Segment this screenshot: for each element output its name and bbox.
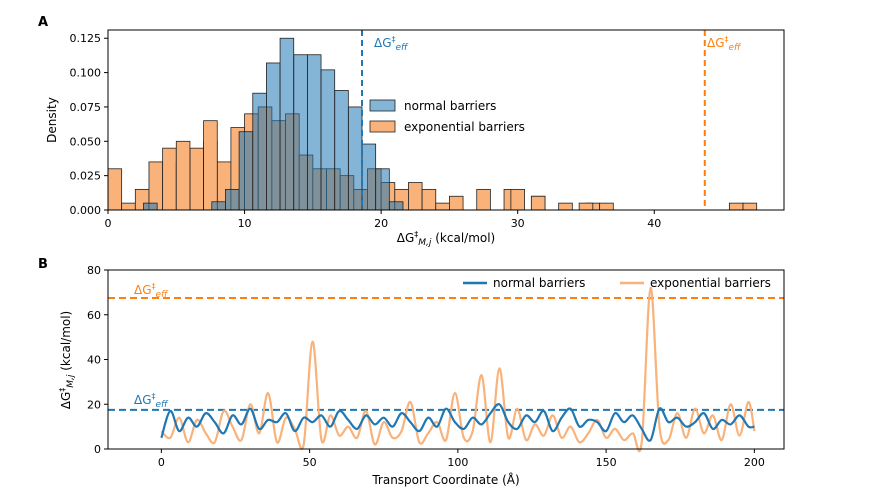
legend-b: normal barriers exponential barriers xyxy=(463,276,771,290)
panel-label-a: A xyxy=(38,15,48,30)
histogram-bar-exponential xyxy=(476,188,491,211)
legend-label-exponential: exponential barriers xyxy=(404,120,525,134)
histogram-bar-exponential xyxy=(558,202,573,211)
y-tick-label: 0.100 xyxy=(70,67,102,80)
x-tick-label: 30 xyxy=(511,217,525,230)
legend-swatch-exponential xyxy=(369,120,396,133)
x-tick-label: 10 xyxy=(238,217,252,230)
effective-barrier-lines xyxy=(361,30,706,210)
x-tick-label: 100 xyxy=(447,456,468,469)
y-axis-label-b: ΔG‡M,j (kcal/mol) xyxy=(58,311,76,410)
histogram-bar-exponential xyxy=(530,195,546,211)
hline-label-normal: ΔG‡eff xyxy=(134,392,169,410)
legend-swatch-normal xyxy=(369,99,396,112)
histogram-bar-exponential xyxy=(421,188,437,211)
histogram-bar-normal xyxy=(211,201,226,211)
histogram-bar-exponential xyxy=(189,147,204,211)
histogram-bar-exponential xyxy=(107,168,123,211)
histogram-bar-exponential xyxy=(162,147,177,211)
barrier-lines xyxy=(160,286,756,453)
legend-a: normal barriers exponential barriers xyxy=(369,99,525,134)
histogram-bar-normal xyxy=(225,188,240,211)
y-tick-label: 60 xyxy=(87,309,101,322)
x-tick-label: 150 xyxy=(596,456,617,469)
y-tick-label: 0.075 xyxy=(70,101,102,114)
line-panel: 0 50 100 150 200 0 20 40 60 80 Transport Coordin… xyxy=(58,264,785,487)
y-tick-label: 0.025 xyxy=(70,170,102,183)
histogram-bar-exponential xyxy=(408,182,423,211)
x-ticks-a: 0 10 20 30 40 xyxy=(105,210,661,230)
x-tick-label: 200 xyxy=(744,456,765,469)
x-tick-label: 0 xyxy=(158,456,165,469)
histogram-bar-exponential xyxy=(449,195,464,211)
y-ticks-b: 0 20 40 60 80 xyxy=(87,264,108,456)
legend-label-normal-b: normal barriers xyxy=(493,276,585,290)
y-tick-label: 0.050 xyxy=(70,135,102,148)
vline-label-exponential: ΔG‡eff xyxy=(707,35,742,53)
histogram-bar-normal xyxy=(361,143,377,211)
series-line-normal xyxy=(160,403,755,442)
x-axis-label-a: ΔG‡M,j (kcal/mol) xyxy=(397,230,496,248)
legend-label-normal: normal barriers xyxy=(404,99,496,113)
y-tick-label: 20 xyxy=(87,398,101,411)
x-axis-label-b: Transport Coordinate (Å) xyxy=(371,472,519,487)
x-tick-label: 0 xyxy=(105,217,112,230)
x-tick-label: 20 xyxy=(374,217,388,230)
histogram-bar-normal xyxy=(334,90,349,211)
histogram-bar-normal xyxy=(238,131,254,211)
panel-label-b: B xyxy=(38,257,48,272)
histogram-bar-normal xyxy=(306,54,322,211)
histogram-bar-normal xyxy=(252,92,267,211)
x-ticks-b: 0 50 100 150 200 xyxy=(158,449,765,469)
histogram-bar-exponential xyxy=(203,120,218,211)
y-ticks-a: 0.000 0.025 0.050 0.075 0.100 0.125 xyxy=(70,32,108,217)
histogram-bars xyxy=(107,37,758,211)
histogram-bar-exponential xyxy=(175,140,191,211)
histogram-bar-exponential xyxy=(578,202,594,211)
histogram-bar-exponential xyxy=(742,202,758,211)
y-tick-label: 80 xyxy=(87,264,101,277)
histogram-bar-normal xyxy=(320,69,336,211)
y-tick-label: 0.000 xyxy=(70,204,102,217)
histogram-bar-exponential xyxy=(599,202,614,211)
legend-label-exponential-b: exponential barriers xyxy=(650,276,771,290)
histogram-bar-normal xyxy=(375,168,390,211)
y-tick-label: 0.125 xyxy=(70,32,102,45)
x-tick-label: 40 xyxy=(647,217,661,230)
y-tick-label: 40 xyxy=(87,354,101,367)
histogram-bar-exponential xyxy=(728,202,744,211)
y-axis-label-a: Density xyxy=(45,97,59,143)
histogram-bar-normal xyxy=(266,62,281,211)
axes-frame-a xyxy=(107,29,785,211)
hline-label-exponential: ΔG‡eff xyxy=(134,282,169,300)
y-tick-label: 0 xyxy=(94,443,101,456)
histogram-bar-normal xyxy=(388,201,404,211)
histogram-panel: 0 10 20 30 40 0.000 0.025 0.050 0.075 0.100 0.125… xyxy=(45,29,785,248)
vline-label-normal: ΔG‡eff xyxy=(374,35,409,53)
series-line-exponential xyxy=(160,286,756,453)
effective-barrier-hlines xyxy=(108,296,784,411)
x-tick-label: 50 xyxy=(303,456,317,469)
histogram-bar-normal xyxy=(279,37,295,211)
histogram-bar-normal xyxy=(293,54,308,211)
histogram-bar-normal xyxy=(347,106,363,211)
histogram-bar-exponential xyxy=(435,202,450,211)
histogram-bar-normal xyxy=(143,202,158,211)
histogram-bar-exponential xyxy=(510,188,525,211)
histogram-bar-exponential xyxy=(121,202,136,211)
